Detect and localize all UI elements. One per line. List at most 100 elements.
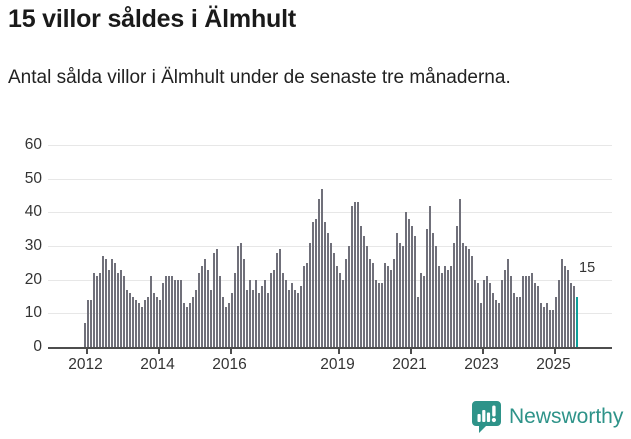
bar [144, 299, 146, 347]
bar [309, 242, 311, 347]
bar [522, 276, 524, 347]
bar [174, 279, 176, 347]
bar [93, 272, 95, 347]
bar [117, 272, 119, 347]
bar [270, 272, 272, 347]
bar [285, 279, 287, 347]
bar [465, 246, 467, 347]
bar [84, 323, 86, 347]
bar [456, 225, 458, 347]
bar [345, 259, 347, 347]
bar [534, 283, 536, 347]
bar [318, 198, 320, 347]
bar [126, 289, 128, 347]
bar [111, 259, 113, 347]
bar [237, 246, 239, 347]
y-axis-label-50: 50 [24, 169, 42, 187]
bar [264, 279, 266, 347]
bar [498, 303, 500, 347]
bar [108, 269, 110, 347]
bar [537, 286, 539, 347]
bar [462, 242, 464, 347]
x-axis-label-2014: 2014 [140, 356, 175, 373]
x-axis-tick-2023 [481, 349, 484, 354]
bar [240, 242, 242, 347]
bar [429, 205, 431, 347]
bar [570, 283, 572, 347]
x-axis-line [48, 347, 612, 349]
bar [243, 259, 245, 347]
bar [516, 296, 518, 347]
bar [87, 299, 89, 347]
bar-highlighted [576, 296, 578, 347]
x-axis-tick-2012 [85, 349, 88, 354]
bar [366, 246, 368, 347]
bar [567, 269, 569, 347]
bar [114, 262, 116, 347]
bar [102, 256, 104, 347]
bar [147, 296, 149, 347]
bar [423, 276, 425, 347]
bar [186, 306, 188, 347]
bar [468, 249, 470, 347]
bar [276, 252, 278, 347]
bar [207, 269, 209, 347]
bar [288, 289, 290, 347]
chart-subtitle: Antal sålda villor i Älmhult under de se… [8, 67, 511, 88]
y-axis-label-30: 30 [24, 237, 42, 254]
bar [459, 198, 461, 347]
bar [477, 283, 479, 347]
bar [393, 259, 395, 347]
y-axis-label-10: 10 [24, 304, 42, 322]
bar [390, 269, 392, 347]
bar [411, 225, 413, 347]
bar [573, 286, 575, 347]
bar [417, 296, 419, 347]
bar [306, 262, 308, 347]
bar [234, 272, 236, 347]
newsworthy-brand-link[interactable]: Newsworthy [471, 400, 623, 434]
bar [312, 222, 314, 347]
bar [303, 266, 305, 347]
bar [249, 279, 251, 347]
x-axis-label-2021: 2021 [392, 356, 427, 373]
newsworthy-brand-name: Newsworthy [509, 405, 624, 428]
bar [339, 272, 341, 347]
bar [471, 256, 473, 347]
bar [558, 279, 560, 347]
bar [231, 293, 233, 347]
bar [489, 283, 491, 347]
bar [552, 309, 554, 347]
bar [294, 289, 296, 347]
bar [201, 266, 203, 347]
bar [483, 279, 485, 347]
page-title: 15 villor såldes i Älmhult [8, 5, 296, 33]
bar [432, 232, 434, 347]
bar [291, 283, 293, 347]
gridline-y60 [48, 145, 612, 146]
bar [222, 296, 224, 347]
bar [492, 293, 494, 347]
bar [213, 252, 215, 347]
x-axis-label-2019: 2019 [320, 356, 355, 373]
bar [549, 309, 551, 347]
bar [258, 293, 260, 347]
bar [195, 289, 197, 347]
bar [420, 272, 422, 347]
bar [510, 276, 512, 347]
bar [219, 276, 221, 347]
bar [180, 279, 182, 347]
bar [132, 296, 134, 347]
bar [192, 296, 194, 347]
bar [300, 286, 302, 347]
bar [528, 276, 530, 347]
bar [255, 279, 257, 347]
bar [135, 299, 137, 347]
bar [96, 276, 98, 347]
bar [405, 212, 407, 347]
x-axis-tick-2016 [229, 349, 232, 354]
bar [156, 296, 158, 347]
bar [357, 202, 359, 347]
bar [402, 246, 404, 347]
bar [399, 242, 401, 347]
